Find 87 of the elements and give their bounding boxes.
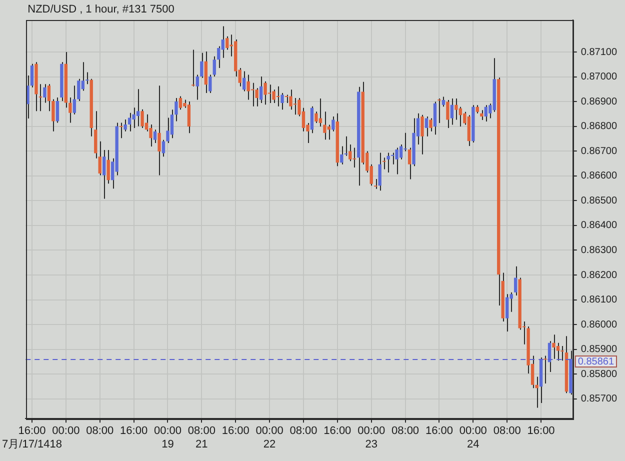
x-tick-label: 00:00 24 [459,425,487,450]
candlestick [433,101,437,136]
x-tick-label: 16:00 [527,425,555,438]
candlestick [132,107,136,128]
y-tick-label: 0.86000 [580,319,618,330]
candlestick [246,74,250,100]
candlestick [264,80,267,106]
candlestick [454,98,458,120]
candlestick [77,78,80,102]
candlestick [56,96,60,124]
x-tick-label: 16:00 [324,425,352,438]
candlestick [128,112,132,132]
x-tick-label: 08:00 [86,425,114,438]
candlestick [259,76,263,104]
y-tick-label: 0.86400 [580,220,618,232]
x-tick-label: 00:00 22 [256,425,284,450]
y-tick-label: 0.85800 [580,368,618,380]
candlestick [196,74,200,100]
y-tick-label: 0.86500 [580,195,618,206]
candlestick [250,82,254,107]
x-tick-label: 00:00 19 [154,425,182,450]
candlestick [293,97,297,116]
candlestick [438,98,441,124]
candlestick [178,96,182,110]
y-tick-label: 0.87000 [580,72,618,83]
candlestick [106,149,110,184]
candlestick [395,147,398,175]
candlestick [72,85,76,115]
candlestick [386,152,390,174]
x-tick-label: 08:00 [493,425,521,438]
candlestick [318,98,322,127]
candlestick [424,116,428,137]
candlestick [374,178,378,190]
x-tick-label: 08:00 [392,425,420,438]
candlestick [43,84,46,104]
x-tick-label: 16:00 [222,425,250,438]
candlestick [450,98,454,126]
ref-line-label: 0.85861 [578,356,614,368]
candlestick [212,56,216,77]
candlestick [289,89,292,110]
candlestick [408,147,412,180]
x-tick-label: 16:00 [120,425,148,438]
candlestick [314,111,318,124]
y-tick-label: 0.86700 [580,146,618,157]
candlestick [506,294,509,332]
x-tick-label: 08:00 21 [188,425,216,450]
x-tick-label: 00:00 23 [358,425,386,450]
candlestick [429,118,432,132]
candlestick [560,346,564,362]
x-tick-label: 08:00 [290,425,318,438]
candlestick [276,86,280,107]
candlestick [552,334,556,360]
y-tick-label: 0.86800 [580,121,618,132]
candlestick [242,70,246,92]
candlestick [484,104,488,122]
candlestick [458,106,462,127]
candlestick [268,84,272,104]
x-tick-label: 00:00 [52,425,80,438]
candlestick [442,96,446,108]
y-tick-label: 0.87100 [580,46,618,58]
candlestick [187,100,191,134]
y-tick-label: 0.86600 [580,170,618,182]
candlestick [136,88,140,127]
candlestick [446,99,450,128]
y-tick-label: 0.86300 [580,244,618,256]
y-tick-label: 0.85900 [580,344,618,356]
candlestick [192,49,195,87]
x-tick-label: 16:00 [425,425,453,438]
candlestick [119,122,123,139]
y-tick-label: 0.85700 [580,394,618,405]
candlestick [390,152,394,165]
candlestick [166,117,170,144]
candlestick [204,50,208,94]
candlestick [340,146,344,165]
candlestick [158,85,161,176]
y-tick-label: 0.86100 [580,294,618,306]
candlestick [200,52,204,78]
candlestick [378,152,382,192]
y-tick-label: 0.86900 [580,96,618,108]
candlestick [420,114,424,155]
y-tick-label: 0.86200 [580,270,618,281]
candlestick [514,266,518,296]
candlestick [323,111,326,140]
chart-title: NZD/USD , 1 hour, #131 7500 [28,4,174,16]
candlestick [162,139,166,158]
candlestick [352,147,356,168]
candlestick [38,84,42,112]
